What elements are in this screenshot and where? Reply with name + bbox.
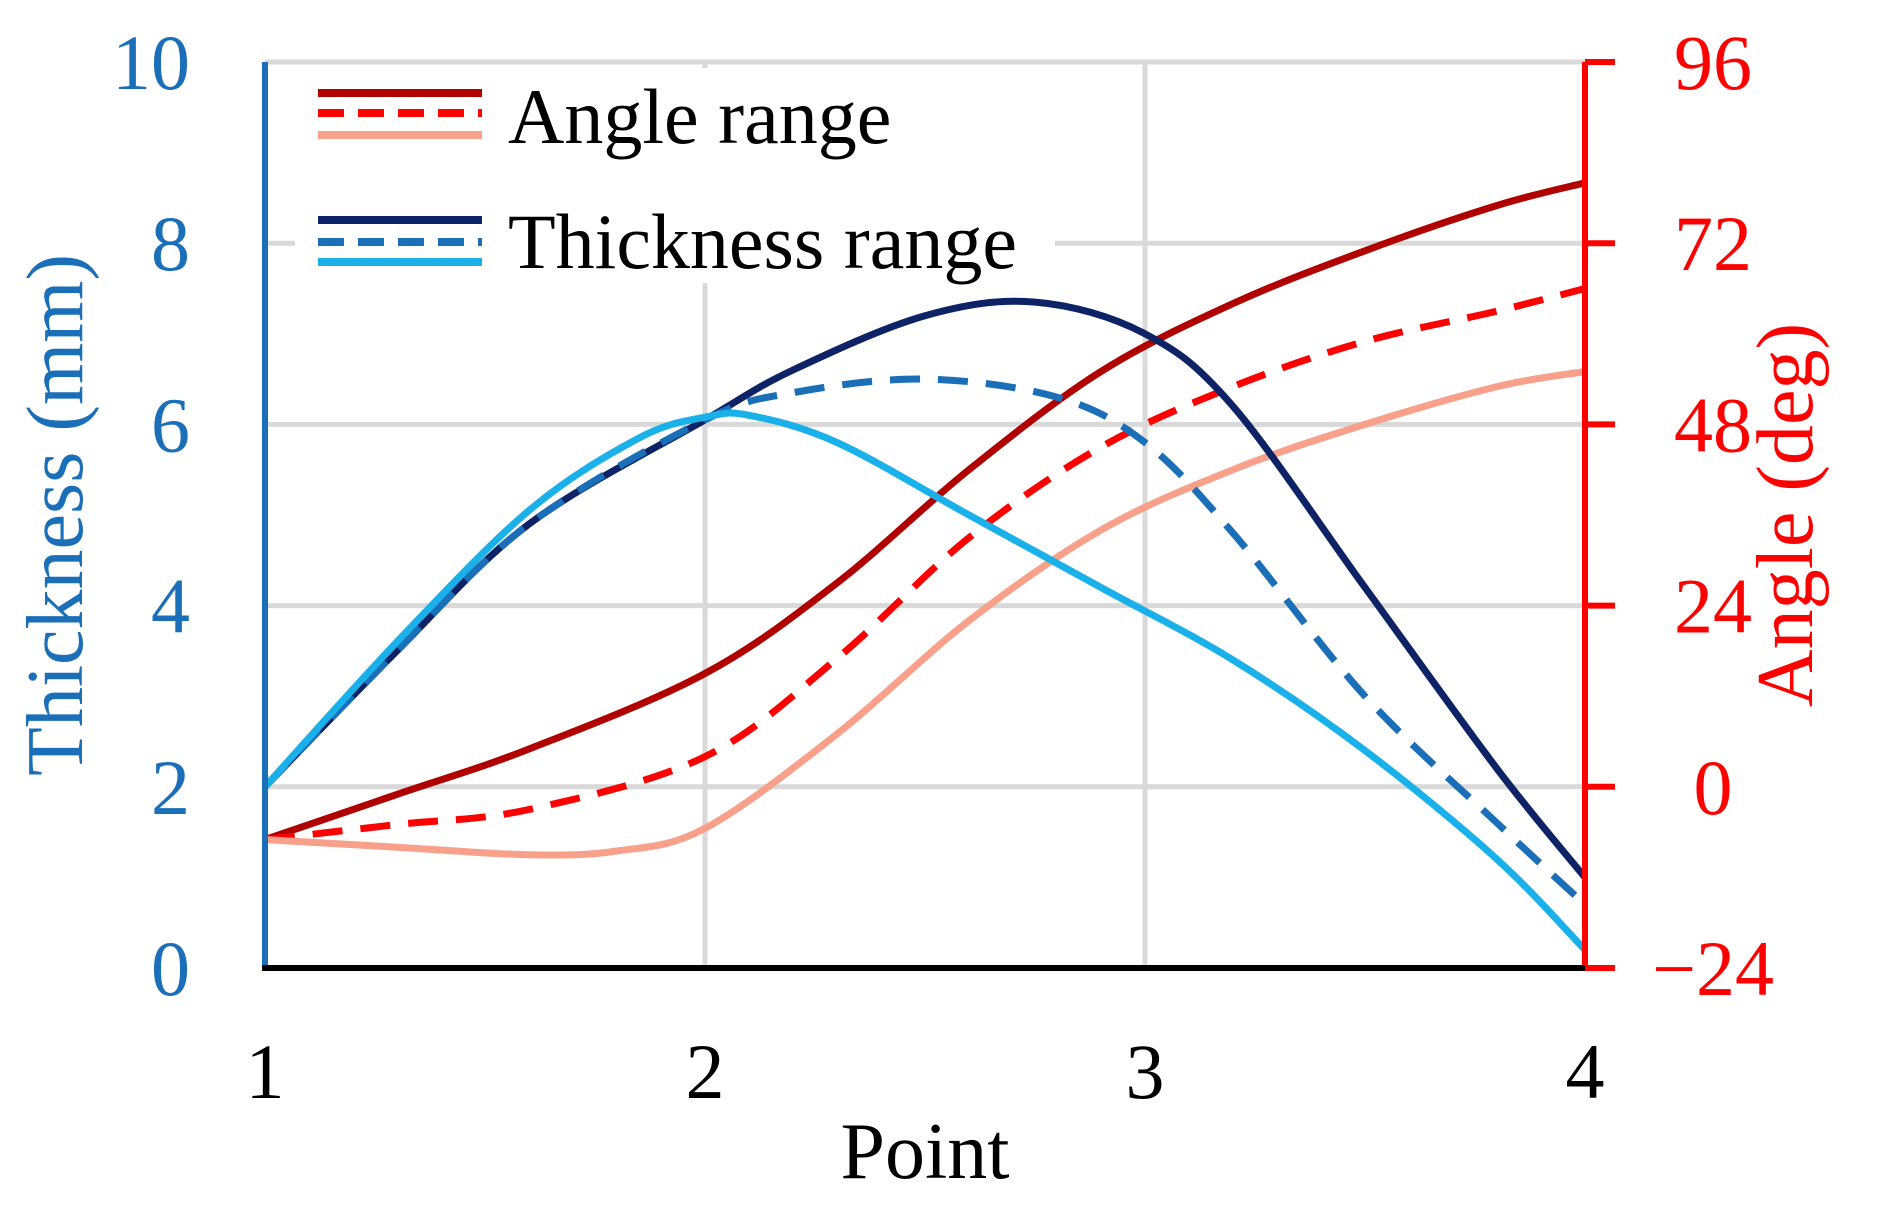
angle-max-line	[263, 179, 1586, 843]
thickness-min-line	[262, 409, 1588, 953]
thickness-max-line	[262, 297, 1588, 880]
y-left-tick-label: 8	[151, 200, 190, 287]
y-left-tick-label: 4	[151, 563, 190, 650]
y-right-tick-label: 72	[1674, 200, 1752, 287]
y-left-tick-label: 6	[151, 381, 190, 468]
y-right-tick-label: 0	[1694, 744, 1733, 831]
y-left-tick-label: 2	[151, 744, 190, 831]
x-tick-label: 4	[1566, 1028, 1605, 1115]
y-right-tick-label: 24	[1674, 563, 1752, 650]
y-left-tick-label: 0	[151, 925, 190, 1012]
angle-min-line	[264, 368, 1586, 859]
x-tick-label: 3	[1126, 1028, 1165, 1115]
x-tick-label: 1	[246, 1028, 285, 1115]
legend-background	[295, 68, 1055, 283]
thickness-mid-dashed-line	[262, 375, 1588, 908]
x-tick-label: 2	[686, 1028, 725, 1115]
x-axis-label: Point	[841, 1108, 1010, 1196]
legend: Angle range Thickness range	[295, 68, 1055, 285]
series-group	[262, 179, 1588, 953]
angle-mid-dashed-line	[264, 285, 1586, 844]
y-right-tick-label: 48	[1674, 381, 1752, 468]
legend-label-thickness: Thickness range	[508, 198, 1017, 285]
y-right-tick-label: 96	[1674, 19, 1752, 106]
y-right-tick-label: −24	[1652, 925, 1774, 1012]
y-axis-right-label: Angle (deg)	[1742, 323, 1830, 707]
y-left-tick-label: 10	[112, 19, 190, 106]
legend-label-angle: Angle range	[508, 73, 891, 160]
y-axis-left-label: Thickness (mm)	[12, 254, 100, 776]
